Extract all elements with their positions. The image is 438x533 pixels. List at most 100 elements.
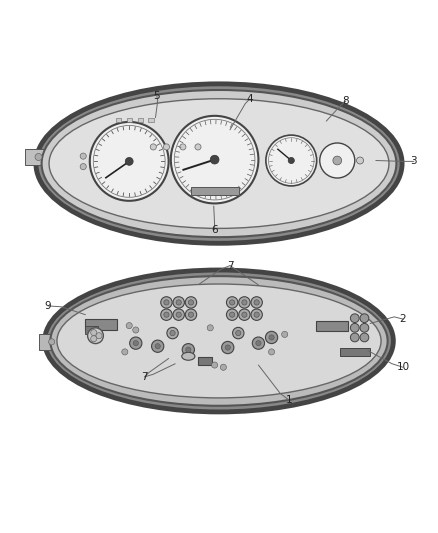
Text: 7: 7	[226, 261, 233, 271]
Circle shape	[233, 327, 244, 339]
Circle shape	[163, 144, 170, 150]
Circle shape	[176, 312, 181, 317]
Circle shape	[188, 300, 194, 305]
Circle shape	[226, 297, 238, 308]
Circle shape	[254, 312, 259, 317]
Circle shape	[125, 157, 133, 165]
Circle shape	[350, 333, 359, 342]
Circle shape	[126, 322, 132, 329]
Circle shape	[251, 309, 262, 320]
Circle shape	[239, 297, 250, 308]
Circle shape	[101, 120, 108, 128]
Circle shape	[164, 300, 169, 305]
Circle shape	[360, 333, 369, 342]
Circle shape	[269, 335, 274, 340]
Circle shape	[220, 364, 226, 370]
Bar	[85, 319, 117, 329]
Circle shape	[312, 120, 319, 128]
Bar	[138, 118, 143, 122]
Circle shape	[210, 155, 219, 164]
Bar	[303, 195, 328, 209]
Ellipse shape	[42, 90, 396, 237]
Bar	[25, 149, 52, 165]
Circle shape	[254, 300, 259, 305]
Circle shape	[150, 144, 156, 150]
Circle shape	[155, 344, 160, 349]
Circle shape	[360, 314, 369, 322]
Circle shape	[164, 312, 169, 317]
Circle shape	[176, 300, 181, 305]
Circle shape	[152, 340, 164, 352]
Circle shape	[304, 377, 310, 383]
Bar	[303, 117, 328, 131]
Bar	[201, 376, 223, 387]
Circle shape	[180, 144, 186, 150]
Circle shape	[282, 332, 288, 337]
Circle shape	[225, 345, 230, 350]
Bar	[200, 116, 224, 130]
Circle shape	[173, 309, 184, 320]
Circle shape	[91, 329, 97, 336]
Bar	[106, 374, 129, 386]
Bar	[191, 187, 239, 195]
Circle shape	[252, 337, 265, 349]
Circle shape	[114, 377, 120, 383]
Circle shape	[80, 153, 86, 159]
Circle shape	[195, 144, 201, 150]
Circle shape	[91, 336, 97, 342]
Circle shape	[114, 301, 120, 307]
Circle shape	[230, 312, 235, 317]
Circle shape	[101, 198, 108, 205]
Circle shape	[288, 157, 294, 164]
Circle shape	[226, 309, 238, 320]
Circle shape	[208, 199, 215, 206]
Circle shape	[88, 328, 103, 344]
Bar	[200, 197, 224, 209]
Circle shape	[266, 135, 317, 186]
Circle shape	[360, 339, 366, 345]
Ellipse shape	[45, 270, 393, 412]
Circle shape	[171, 116, 258, 204]
Bar	[295, 374, 318, 386]
Circle shape	[186, 347, 191, 352]
Circle shape	[182, 344, 194, 356]
Circle shape	[173, 297, 184, 308]
Circle shape	[209, 300, 215, 305]
Circle shape	[209, 378, 215, 385]
Text: 6: 6	[211, 225, 218, 235]
Circle shape	[242, 300, 247, 305]
Circle shape	[130, 337, 142, 349]
Circle shape	[35, 154, 42, 160]
Text: 3: 3	[410, 156, 417, 166]
Circle shape	[207, 325, 213, 331]
Circle shape	[185, 309, 197, 320]
Ellipse shape	[182, 352, 195, 360]
Circle shape	[350, 314, 359, 322]
Circle shape	[304, 301, 310, 307]
Text: 8: 8	[343, 96, 350, 106]
Bar	[148, 118, 154, 122]
Text: 1: 1	[286, 395, 293, 405]
Circle shape	[239, 309, 250, 320]
Circle shape	[188, 312, 194, 317]
Ellipse shape	[49, 99, 389, 229]
Text: 2: 2	[399, 314, 406, 324]
Bar	[85, 326, 98, 334]
Circle shape	[230, 300, 235, 305]
Circle shape	[161, 309, 172, 320]
Ellipse shape	[36, 84, 402, 243]
Circle shape	[268, 138, 314, 183]
Ellipse shape	[57, 284, 381, 398]
Circle shape	[360, 324, 369, 332]
Text: 10: 10	[396, 362, 410, 372]
Circle shape	[256, 341, 261, 346]
Circle shape	[93, 125, 165, 197]
Circle shape	[222, 342, 234, 354]
Bar	[39, 334, 65, 350]
Circle shape	[90, 122, 169, 201]
Circle shape	[242, 312, 247, 317]
Bar	[201, 297, 223, 308]
Circle shape	[185, 297, 197, 308]
Ellipse shape	[50, 276, 388, 406]
Bar	[316, 321, 348, 332]
